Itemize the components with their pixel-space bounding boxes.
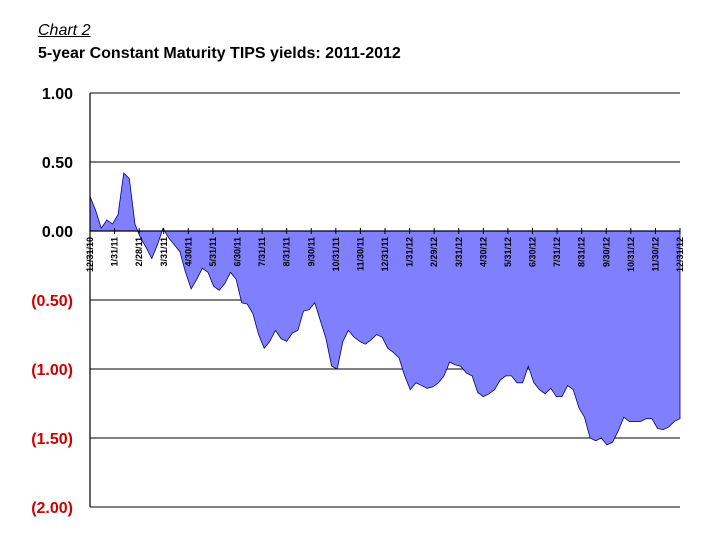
y-tick-labels: 1.00 0.50 0.00 (0.50) (1.00) (1.50) (2.00) bbox=[31, 86, 73, 517]
axes bbox=[89, 93, 681, 507]
x-tick-label: 2/28/11 bbox=[134, 237, 144, 267]
x-tick-label: 5/31/12 bbox=[503, 237, 513, 267]
x-tick-label: 12/31/11 bbox=[380, 237, 390, 272]
x-tick-label: 2/29/12 bbox=[429, 237, 439, 267]
y-tick-label: 0.50 bbox=[42, 155, 73, 172]
chart-title: 5-year Constant Maturity TIPS yields: 20… bbox=[38, 45, 401, 62]
plot-area bbox=[89, 172, 681, 446]
x-tick-label: 9/30/11 bbox=[306, 237, 316, 267]
y-tick-label: (2.00) bbox=[31, 500, 73, 517]
x-tick-label: 9/30/12 bbox=[601, 237, 611, 267]
x-tick-label: 11/30/11 bbox=[355, 237, 365, 271]
x-tick-label: 1/31/12 bbox=[405, 237, 415, 267]
y-tick-label: 0.00 bbox=[42, 224, 73, 241]
x-tick-label: 12/31/10 bbox=[85, 237, 95, 272]
y-tick-label: (1.50) bbox=[31, 431, 73, 448]
x-tick-label: 3/31/11 bbox=[159, 237, 169, 267]
x-tick-label: 3/31/12 bbox=[454, 237, 464, 267]
x-tick-label: 1/31/11 bbox=[110, 237, 120, 267]
x-tick-label: 6/30/12 bbox=[528, 237, 538, 267]
x-tick-label: 10/31/11 bbox=[331, 237, 341, 272]
yield-area-series bbox=[89, 172, 681, 446]
x-tick-label: 7/31/11 bbox=[257, 237, 267, 267]
x-tick-label: 10/31/12 bbox=[626, 237, 636, 272]
x-tick-label: 4/30/12 bbox=[478, 237, 488, 267]
x-tick-label: 7/31/12 bbox=[552, 237, 562, 267]
y-tick-label: (1.00) bbox=[31, 362, 73, 379]
x-tick-label: 5/31/11 bbox=[208, 237, 218, 267]
chart-label: Chart 2 bbox=[38, 22, 91, 39]
x-tick-label: 12/31/12 bbox=[675, 237, 685, 272]
x-tick-labels: 12/31/10 1/31/11 2/28/11 3/31/11 4/30/11 5/31… bbox=[85, 237, 685, 272]
x-tick-label: 8/31/11 bbox=[282, 237, 292, 267]
y-tick-label: (0.50) bbox=[31, 293, 73, 310]
y-tick-label: 1.00 bbox=[42, 86, 73, 103]
x-tick-label: 6/30/11 bbox=[233, 237, 243, 267]
x-tick-label: 4/30/11 bbox=[183, 237, 193, 267]
x-tick-label: 8/31/12 bbox=[577, 237, 587, 267]
x-tick-label: 11/30/12 bbox=[650, 237, 660, 272]
